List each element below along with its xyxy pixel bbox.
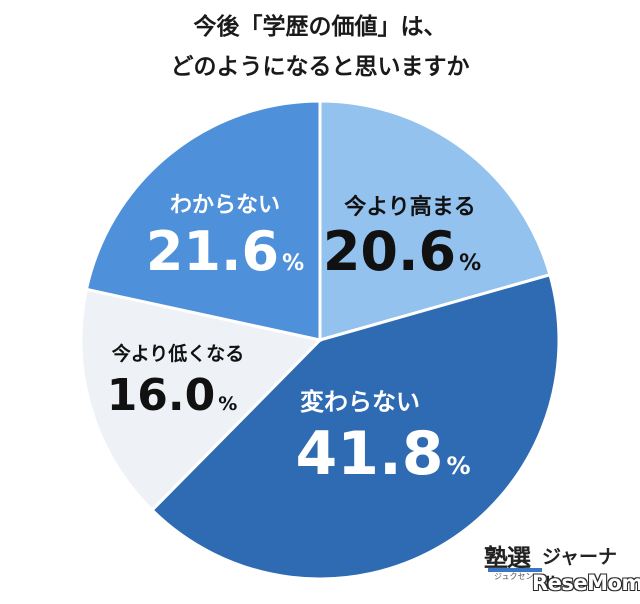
pie-slice: [79, 287, 323, 513]
logo-accent-bar: [488, 568, 542, 572]
logo-sub-text: ジュクセン: [494, 572, 534, 581]
pie-slice: [84, 99, 322, 342]
pie-slice: [318, 99, 552, 342]
resemom-watermark: ReseMom: [532, 571, 640, 596]
slice-value: 16.0%: [107, 370, 238, 421]
pie-slice: [149, 272, 561, 581]
slice-value: 21.6%: [146, 220, 304, 283]
slice-label: 変わらない: [300, 388, 420, 416]
slice-label: わからない: [170, 193, 280, 218]
slice-label: 今より低くなる: [111, 342, 245, 365]
logo-journal-text: ジャーナル: [542, 546, 618, 595]
logo-juku-text: 塾選: [484, 543, 531, 572]
chart-title-line-1: 今後「学歴の価値」は、: [193, 14, 447, 40]
jukusen-journal-logo: 塾選 ジャーナル ジュクセン ReseMom: [484, 538, 640, 600]
slice-value: 20.6%: [323, 220, 481, 283]
slice-label: 今より高まる: [344, 194, 476, 220]
slice-value: 41.8%: [295, 419, 470, 489]
chart-title-line-2: どのようになると思いますか: [170, 54, 470, 80]
